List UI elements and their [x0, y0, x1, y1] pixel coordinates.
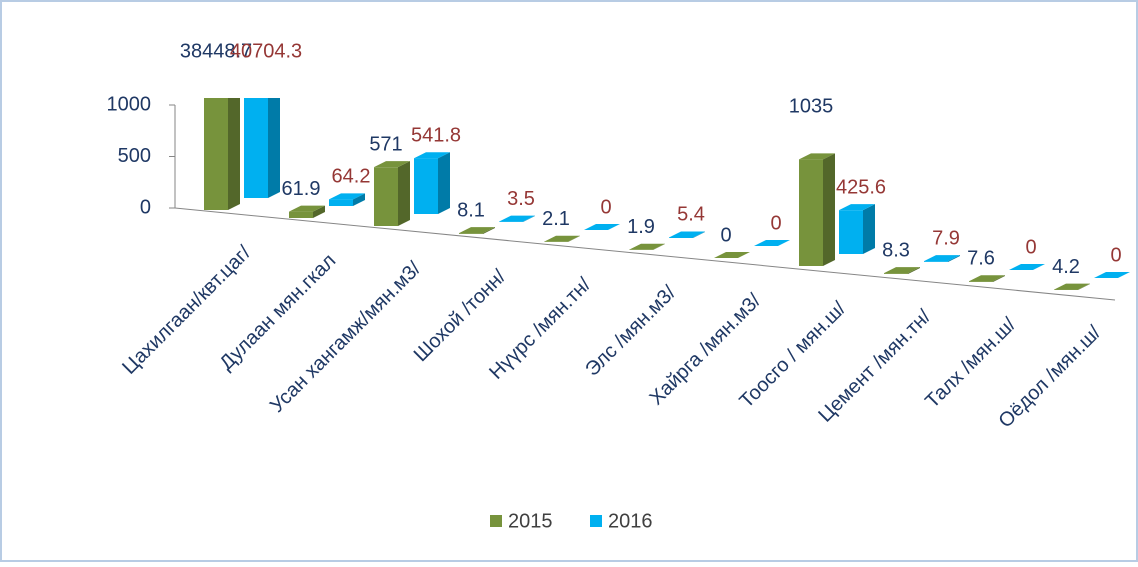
bar [414, 152, 450, 214]
data-label: 0 [1110, 244, 1121, 266]
y-tick-label: 500 [118, 145, 151, 167]
bar-front [799, 159, 823, 266]
y-tick-label: 1000 [107, 93, 152, 115]
bar [374, 161, 410, 226]
bar-side [398, 161, 410, 226]
legend-swatch [490, 515, 502, 527]
data-label: 0 [1025, 236, 1036, 258]
data-label: 425.6 [836, 176, 886, 198]
bar [799, 153, 835, 266]
data-label: 0 [720, 224, 731, 246]
data-label: 61.9 [282, 178, 321, 200]
bar-side [863, 204, 875, 254]
data-label: 3.5 [507, 188, 535, 210]
bar-side [438, 152, 450, 214]
bar-front [669, 237, 693, 238]
bar-side [823, 153, 835, 266]
data-label: 571 [369, 133, 402, 155]
bar-front [329, 199, 353, 206]
data-label: 8.1 [457, 199, 485, 221]
data-label: 64.2 [332, 166, 371, 188]
bar-front [839, 210, 863, 254]
legend-label: 2015 [508, 510, 553, 532]
data-label: 2.1 [542, 208, 570, 230]
bar-front [924, 261, 948, 262]
data-label: 541.8 [411, 124, 461, 146]
data-label: 4.2 [1052, 256, 1080, 278]
bar-front [374, 167, 398, 226]
data-label: 7.9 [932, 227, 960, 249]
data-label: 1035 [789, 96, 834, 118]
data-label: 40704.3 [230, 40, 302, 62]
bar-front [969, 281, 993, 282]
data-label: 8.3 [882, 239, 910, 261]
bar-front [414, 158, 438, 214]
data-label: 0 [770, 212, 781, 234]
legend-swatch [590, 515, 602, 527]
data-label: 7.6 [967, 247, 995, 269]
data-label: 1.9 [627, 216, 655, 238]
bar [839, 204, 875, 254]
bar-front [289, 212, 313, 218]
y-tick-label: 0 [140, 196, 151, 218]
data-label: 5.4 [677, 204, 705, 226]
bar-front [884, 273, 908, 274]
bar-front [459, 233, 483, 234]
data-label: 0 [600, 196, 611, 218]
legend-label: 2016 [608, 510, 653, 532]
